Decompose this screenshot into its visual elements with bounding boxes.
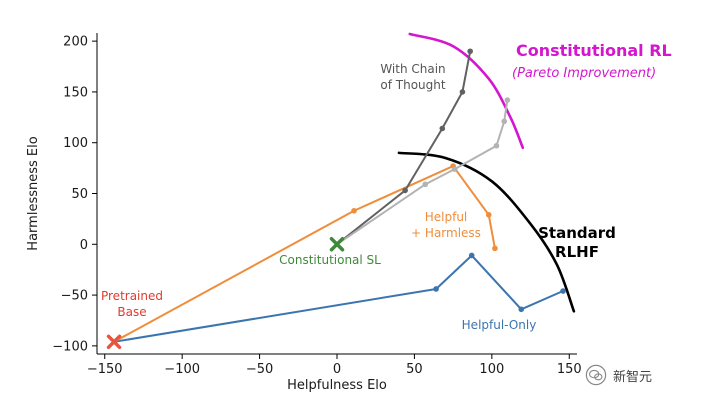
y-tick-label: 0 bbox=[80, 238, 88, 253]
data-point-constitutional-rl bbox=[451, 166, 458, 172]
pretrained-base-label-line1: Pretrained bbox=[101, 289, 163, 303]
wechat-icon bbox=[585, 364, 607, 386]
data-point-constitutional-rl bbox=[493, 142, 500, 149]
y-tick-label: −50 bbox=[61, 289, 88, 304]
constitutional-rl-title: Constitutional RL bbox=[516, 41, 672, 60]
chain-of-thought-label-line1: With Chain bbox=[380, 62, 445, 76]
series-line-constitutional-rl bbox=[336, 99, 509, 246]
data-point-helpful-only bbox=[560, 288, 566, 294]
y-tick-label: 150 bbox=[63, 85, 88, 100]
y-axis-title: Harmlessness Elo bbox=[26, 136, 41, 250]
x-tick-label: 100 bbox=[479, 362, 504, 377]
constitutional-sl-label: Constitutional SL bbox=[279, 253, 381, 267]
x-tick-label: −100 bbox=[164, 362, 200, 377]
data-point-helpful-only bbox=[518, 306, 525, 313]
helpful-harmless-label-line1: Helpful bbox=[425, 210, 468, 224]
standard-rlhf-label-line1: Standard bbox=[538, 224, 616, 242]
data-point-constitutional-rl bbox=[422, 181, 429, 188]
watermark-text: 新智元 bbox=[613, 369, 653, 385]
frontier-constitutional-rl bbox=[408, 32, 525, 150]
data-point-helpful-harmless bbox=[492, 245, 498, 252]
standard-rlhf-label-line2: RLHF bbox=[555, 243, 599, 261]
data-point-helpful-harmless bbox=[485, 212, 492, 218]
data-point-helpful-only bbox=[433, 286, 439, 292]
helpful-only-label: Helpful-Only bbox=[462, 318, 537, 332]
data-point-with-chain-of-thought bbox=[402, 187, 408, 194]
chain-of-thought-label-line2: of Thought bbox=[380, 78, 445, 92]
x-axis-title: Helpfulness Elo bbox=[287, 378, 387, 393]
y-tick-label: −100 bbox=[52, 339, 88, 354]
data-point-with-chain-of-thought bbox=[439, 125, 446, 132]
helpful-harmless-label-line2: + Harmless bbox=[411, 226, 481, 240]
marker-constitutional-sl bbox=[329, 237, 345, 252]
marker-stroke bbox=[329, 237, 345, 252]
x-tick-label: 0 bbox=[333, 362, 341, 377]
y-tick-label: 100 bbox=[63, 136, 88, 151]
data-point-with-chain-of-thought bbox=[459, 89, 466, 95]
data-point-helpful-harmless bbox=[351, 207, 357, 214]
frontier-standard-rlhf bbox=[397, 151, 576, 313]
pretrained-base-label-line2: Base bbox=[117, 305, 146, 319]
marker-stroke bbox=[106, 334, 122, 350]
marker-pretrained-base bbox=[106, 334, 122, 350]
data-point-helpful-only bbox=[468, 252, 475, 259]
data-point-constitutional-rl bbox=[501, 118, 508, 125]
x-tick-label: −150 bbox=[87, 362, 123, 377]
data-point-with-chain-of-thought bbox=[467, 48, 473, 55]
x-tick-label: 50 bbox=[406, 362, 423, 377]
x-tick-label: 150 bbox=[557, 362, 582, 377]
data-point-constitutional-rl bbox=[504, 97, 511, 103]
x-tick-label: −50 bbox=[246, 362, 273, 377]
y-tick-label: 200 bbox=[63, 35, 88, 50]
constitutional-rl-subtitle: (Pareto Improvement) bbox=[512, 66, 656, 81]
y-tick-label: 50 bbox=[71, 187, 88, 202]
watermark: 新智元 bbox=[585, 364, 652, 386]
